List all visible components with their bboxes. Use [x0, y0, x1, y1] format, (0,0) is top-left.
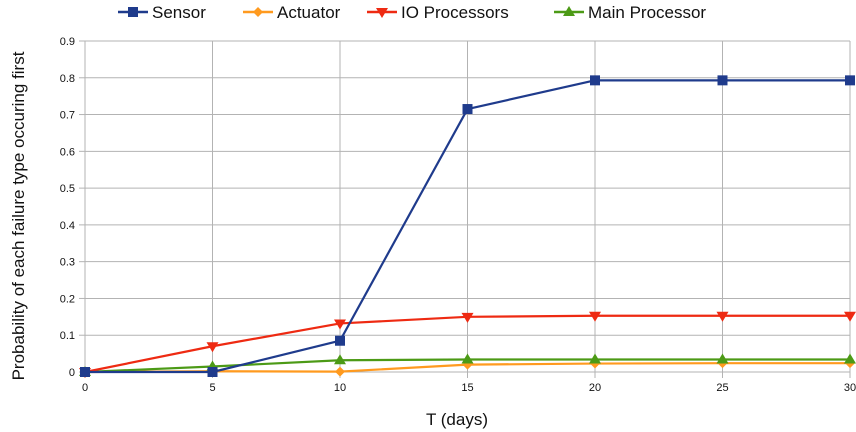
x-tick-label: 15	[461, 382, 473, 394]
data-point-sensor	[335, 335, 345, 346]
data-point-actuator	[335, 366, 345, 377]
legend-marker	[128, 7, 138, 17]
data-point-sensor	[462, 104, 473, 115]
data-point-io-processors	[716, 311, 729, 322]
legend-entry-io-processors: IO Processors	[367, 3, 509, 22]
y-tick-label: 0.7	[60, 110, 75, 122]
legend-marker	[253, 7, 263, 17]
data-point-io-processors	[589, 311, 601, 322]
legend-entry-actuator: Actuator	[243, 3, 341, 22]
y-axis-title: Probability of each failure type occurin…	[9, 51, 28, 380]
data-point-io-processors	[461, 312, 474, 323]
series-sensor	[80, 75, 855, 377]
data-point-main-processor	[334, 354, 346, 365]
y-tick-label: 0	[69, 367, 75, 379]
series-group	[79, 75, 856, 378]
x-axis-title: T (days)	[426, 410, 488, 429]
y-tick-label: 0.6	[60, 146, 75, 158]
legend-label: Main Processor	[588, 3, 706, 22]
legend-label: Actuator	[277, 3, 341, 22]
axes	[79, 40, 851, 378]
legend: Sensor Actuator IO Processors Main Processo…	[118, 3, 706, 22]
data-point-main-processor	[844, 353, 856, 364]
data-point-io-processors	[206, 342, 219, 353]
x-tick-label: 30	[844, 382, 856, 394]
y-tick-label: 0.3	[60, 257, 75, 269]
legend-label: Sensor	[152, 3, 206, 22]
y-tick-label: 0.2	[60, 293, 75, 305]
x-tick-label: 20	[589, 382, 601, 394]
data-point-sensor	[717, 75, 728, 86]
data-point-sensor	[207, 367, 218, 377]
legend-marker	[376, 8, 388, 18]
y-tick-label: 0.8	[60, 73, 75, 85]
legend-entry-sensor: Sensor	[118, 3, 206, 22]
y-tick-label: 0.4	[60, 220, 75, 232]
legend-entry-main-processor: Main Processor	[554, 3, 706, 22]
data-point-sensor	[590, 75, 600, 86]
y-tick-label: 0.5	[60, 183, 75, 195]
y-tick-labels: 0 0.1 0.2 0.3 0.4 0.5 0.6 0.7 0.8 0.9	[60, 36, 75, 379]
data-point-io-processors	[334, 319, 346, 330]
x-tick-label: 0	[82, 382, 88, 394]
y-tick-label: 0.1	[60, 330, 75, 342]
x-tick-label: 10	[334, 382, 346, 394]
data-point-main-processor	[716, 353, 729, 364]
data-point-io-processors	[844, 311, 856, 322]
data-point-sensor	[80, 367, 90, 377]
data-point-main-processor	[589, 353, 601, 364]
legend-label: IO Processors	[401, 3, 509, 22]
y-tick-label: 0.9	[60, 36, 75, 48]
x-tick-label: 5	[209, 382, 215, 394]
legend-marker	[563, 6, 575, 16]
x-tick-label: 25	[716, 382, 728, 394]
data-point-sensor	[845, 75, 855, 86]
data-point-main-processor	[461, 353, 474, 364]
x-tick-labels: 0 5 10 15 20 25 30	[82, 382, 856, 394]
